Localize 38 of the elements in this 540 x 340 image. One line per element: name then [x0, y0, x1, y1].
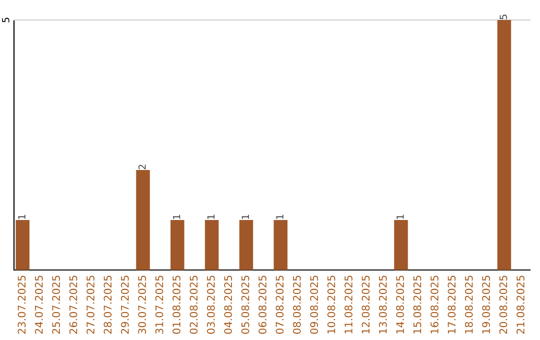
data-label: 1	[172, 214, 180, 219]
data-label: 1	[207, 214, 214, 219]
x-tick-label: 12.08.2025	[362, 276, 370, 334]
x-tick-label: 11.08.2025	[344, 276, 352, 334]
x-tick-label: 20.08.2025	[499, 276, 508, 334]
x-tick-label: 09.08.2025	[310, 276, 318, 334]
x-tick-label: 19.08.2025	[482, 276, 490, 334]
data-label: 1	[396, 214, 404, 219]
x-tick-label: 16.08.2025	[430, 276, 438, 334]
x-tick-label: 31.07.2025	[155, 276, 164, 334]
x-tick-label: 13.08.2025	[378, 276, 387, 334]
x-tick-label: 14.08.2025	[396, 276, 404, 334]
x-tick-label: 27.07.2025	[86, 276, 94, 334]
x-tick-label: 28.07.2025	[104, 276, 112, 334]
x-tick-label: 15.08.2025	[413, 276, 422, 334]
x-tick-label: 18.08.2025	[464, 276, 473, 334]
x-tick-label: 21.08.2025	[516, 276, 524, 334]
x-tick-label: 24.07.2025	[34, 276, 43, 334]
x-tick-label: 25.07.2025	[52, 276, 60, 334]
x-tick-label: 26.07.2025	[69, 276, 78, 334]
x-tick-label: 30.07.2025	[138, 276, 146, 334]
data-label: 1	[276, 214, 284, 219]
x-tick-label: 06.08.2025	[258, 276, 266, 334]
data-label: 2	[138, 164, 146, 170]
x-tick-label: 04.08.2025	[224, 276, 232, 334]
x-tick-label: 29.07.2025	[120, 276, 129, 334]
x-tick-label: 03.08.2025	[206, 276, 215, 334]
data-label: 5	[500, 14, 508, 20]
x-tick-label: 05.08.2025	[241, 276, 250, 334]
x-tick-label: 01.08.2025	[172, 276, 180, 334]
x-tick-label: 07.08.2025	[276, 276, 284, 334]
x-tick-label: 17.08.2025	[448, 276, 456, 334]
x-tick-label: 10.08.2025	[327, 276, 336, 334]
x-tick-label: 08.08.2025	[292, 276, 301, 334]
x-tick-label: 23.07.2025	[18, 276, 26, 334]
x-tick-label: 02.08.2025	[190, 276, 198, 334]
data-label: 1	[242, 214, 249, 219]
data-label: 1	[18, 214, 26, 219]
